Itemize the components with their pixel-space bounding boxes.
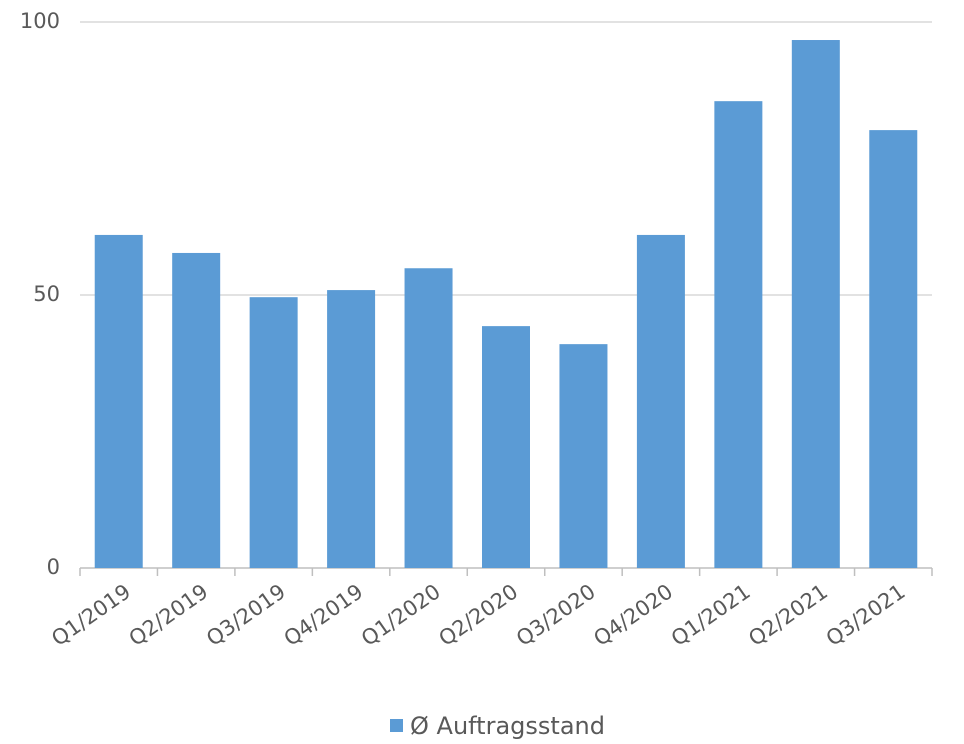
bar xyxy=(791,40,840,568)
x-tick-label: Q2/2020 xyxy=(434,579,522,651)
y-tick-label: 0 xyxy=(47,555,60,579)
bar xyxy=(404,268,453,568)
x-tick-label: Q3/2020 xyxy=(512,579,600,651)
y-tick-label: 50 xyxy=(33,282,60,306)
bar xyxy=(869,130,918,568)
x-tick-label: Q3/2019 xyxy=(202,579,290,651)
bar xyxy=(327,290,376,568)
bar xyxy=(714,101,763,569)
x-tick-label: Q1/2019 xyxy=(47,579,135,651)
x-tick-label: Q4/2020 xyxy=(589,579,677,651)
bar xyxy=(559,344,608,568)
bar xyxy=(636,234,685,568)
x-tick-label: Q2/2021 xyxy=(744,579,832,651)
bar xyxy=(249,297,298,568)
x-tick-label: Q2/2019 xyxy=(125,579,213,651)
x-tick-label: Q4/2019 xyxy=(280,579,368,651)
legend-label: Ø Auftragsstand xyxy=(410,712,605,740)
x-tick-label: Q1/2020 xyxy=(357,579,445,651)
bar xyxy=(94,234,143,568)
x-tick-label: Q1/2021 xyxy=(667,579,755,651)
x-tick-label: Q3/2021 xyxy=(822,579,910,651)
bar xyxy=(482,326,530,568)
bar xyxy=(172,252,221,568)
y-tick-label: 100 xyxy=(20,9,60,33)
legend-swatch xyxy=(390,719,403,732)
